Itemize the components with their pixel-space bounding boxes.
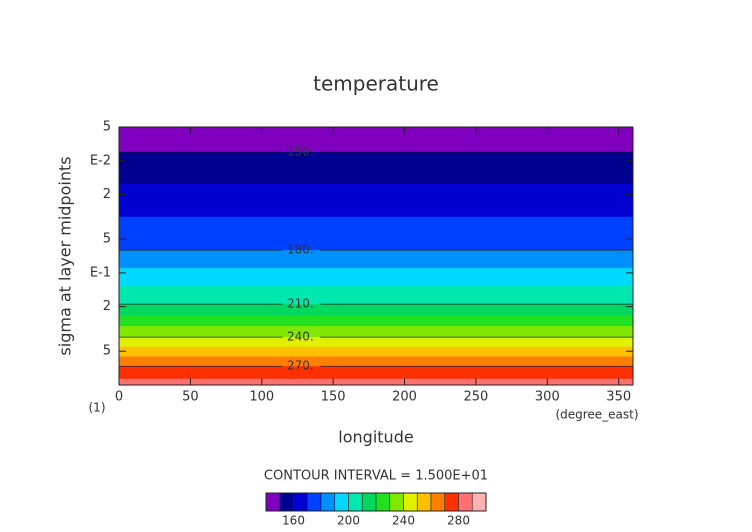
shaded-band xyxy=(119,337,633,348)
shaded-band xyxy=(119,216,633,251)
contour-label: 150. xyxy=(287,144,314,158)
shaded-band xyxy=(119,326,633,338)
y-tick-label: 5 xyxy=(103,232,111,247)
colorbar-box xyxy=(389,492,404,512)
x-tick-label: 350 xyxy=(606,390,631,405)
colorbar-box xyxy=(279,492,294,512)
y-tick-label: 5 xyxy=(103,120,111,135)
y-tick-label: 2 xyxy=(103,187,111,202)
colorbar-box xyxy=(334,492,349,512)
colorbar-label: 240 xyxy=(392,514,415,528)
shaded-band xyxy=(119,356,633,367)
y-axis-label: sigma at layer midpoints xyxy=(56,156,75,355)
colorbar-box xyxy=(430,492,446,512)
x-tick-label: 50 xyxy=(182,390,199,405)
contour-note: CONTOUR INTERVAL = 1.500E+01 xyxy=(264,469,488,484)
colorbar-frame xyxy=(265,492,487,512)
colorbar-box xyxy=(416,492,432,512)
x-axis-label: longitude xyxy=(338,428,413,447)
contour-label: 210. xyxy=(287,297,314,311)
shaded-band xyxy=(119,250,633,269)
plot-frame xyxy=(118,126,634,386)
colorbar-box xyxy=(458,492,473,512)
x-tick-label: 100 xyxy=(249,390,274,405)
y-tick-label: E-2 xyxy=(90,153,111,168)
colorbar-box xyxy=(444,492,459,512)
x-tick-label: 250 xyxy=(464,390,489,405)
x-unit: (degree_east) xyxy=(555,408,638,422)
y-tick-label: E-1 xyxy=(90,265,111,280)
chart-title: temperature xyxy=(313,72,439,96)
x-tick-label: 150 xyxy=(321,390,346,405)
shaded-band xyxy=(119,151,633,185)
shaded-band xyxy=(119,127,633,153)
shaded-band xyxy=(119,304,633,316)
colorbar-box xyxy=(375,492,391,512)
corner-label: (1) xyxy=(89,401,106,415)
shaded-band xyxy=(119,315,633,327)
shaded-band xyxy=(119,378,633,386)
colorbar-box xyxy=(265,492,281,512)
x-tick-label: 300 xyxy=(535,390,560,405)
contour-label: 180. xyxy=(287,243,314,257)
y-tick-label: 5 xyxy=(103,344,111,359)
shaded-band xyxy=(119,184,633,218)
colorbar-label: 200 xyxy=(337,514,360,528)
contour-label: 270. xyxy=(287,359,314,373)
shaded-band xyxy=(119,268,633,287)
x-tick-label: 200 xyxy=(392,390,417,405)
shaded-band xyxy=(119,346,633,358)
shaded-band xyxy=(119,286,633,305)
colorbar-box xyxy=(348,492,363,512)
colorbar-box xyxy=(293,492,308,512)
colorbar-box xyxy=(403,492,418,512)
shaded-field xyxy=(119,127,633,386)
colorbar-box xyxy=(306,492,322,512)
x-tick-label: 0 xyxy=(115,390,123,405)
colorbar-box xyxy=(361,492,377,512)
colorbar-label: 280 xyxy=(447,514,470,528)
y-tick-label: 2 xyxy=(103,299,111,314)
contour-label: 240. xyxy=(287,330,314,344)
shaded-band xyxy=(119,366,633,380)
colorbar-label: 160 xyxy=(282,514,305,528)
colorbar-box xyxy=(471,492,487,512)
colorbar-box xyxy=(320,492,336,512)
